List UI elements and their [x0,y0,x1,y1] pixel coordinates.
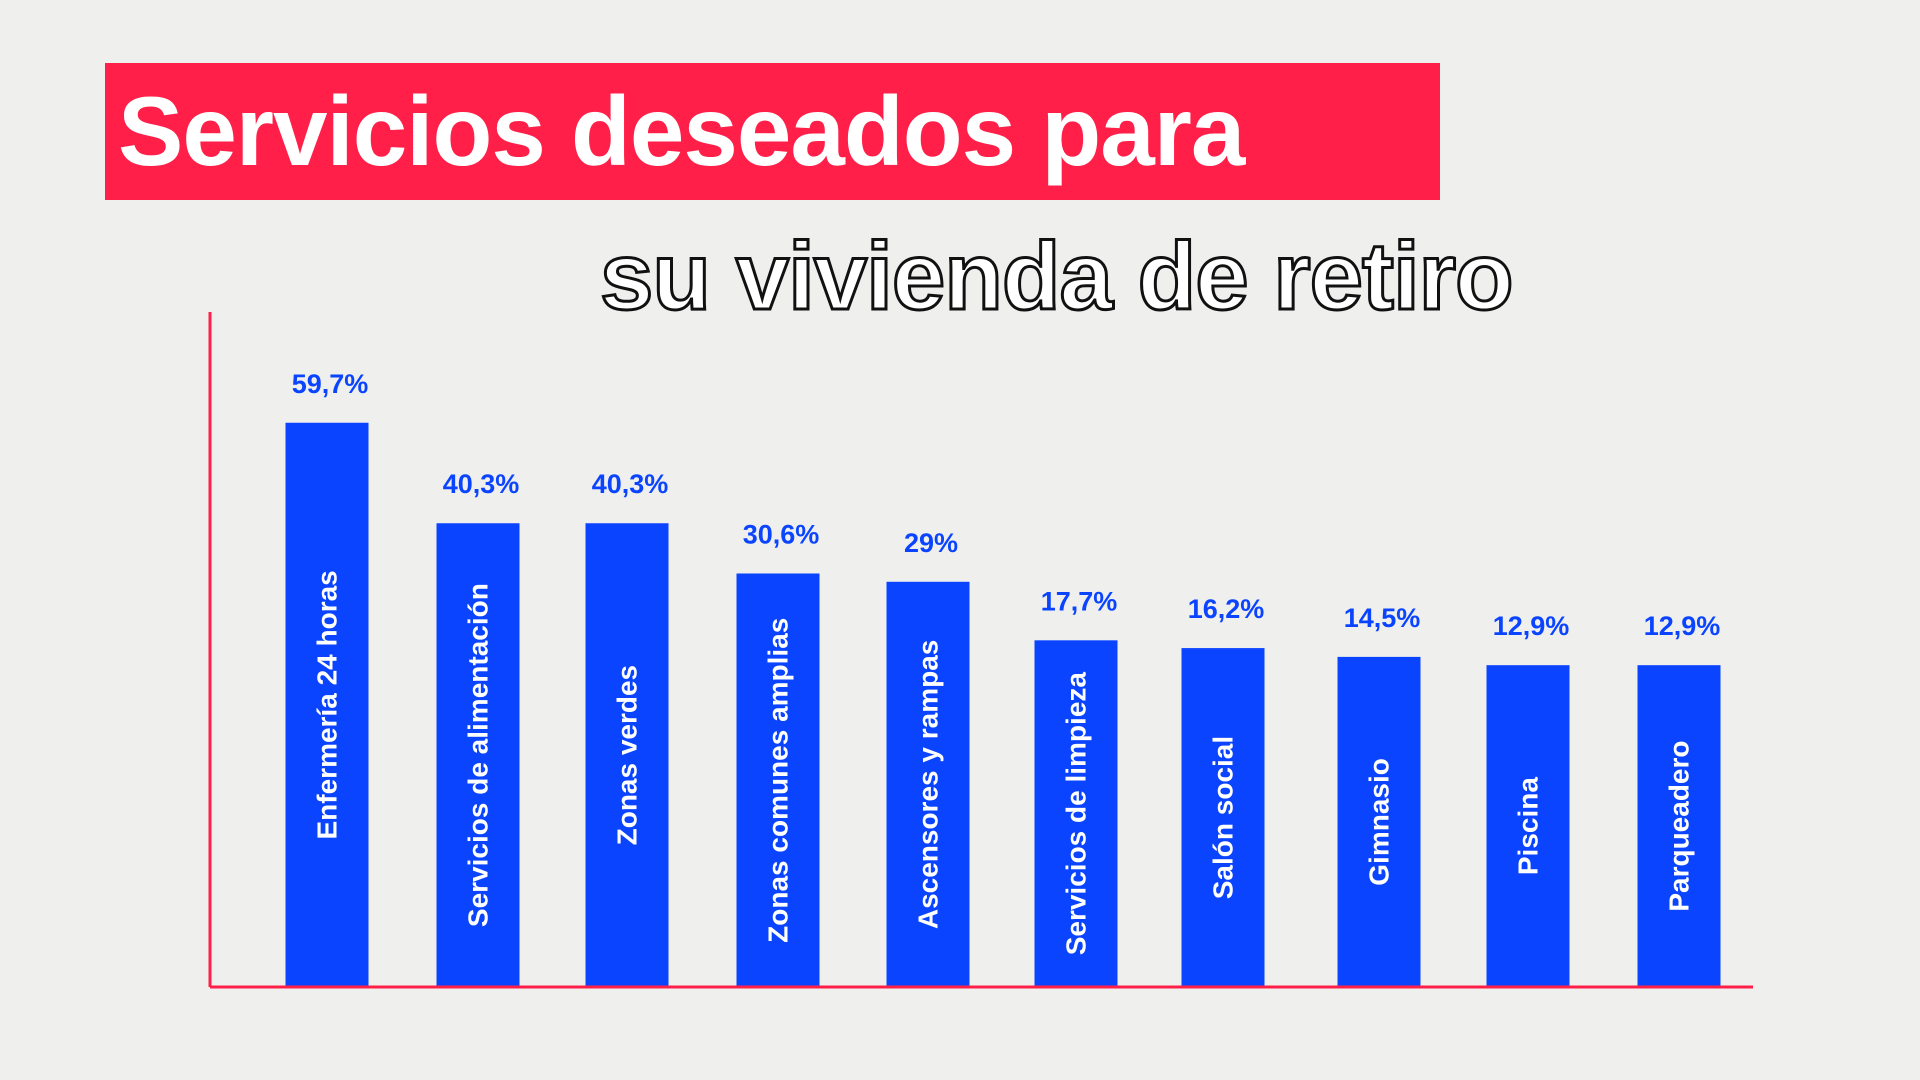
data-label-4: 30,6% [743,519,820,549]
data-label-5: 29% [904,528,958,558]
category-label-5: Ascensores y rampas [913,640,944,930]
category-label-6: Servicios de limpieza [1061,672,1092,956]
data-label-3: 40,3% [592,469,669,499]
bar-4 [736,573,820,987]
bar-9 [1486,665,1570,987]
bar-2 [436,523,520,987]
chart-subtitle: su vivienda de retiro [599,222,1516,332]
data-label-7: 16,2% [1188,594,1265,624]
category-label-7: Salón social [1208,736,1239,899]
category-label-8: Gimnasio [1364,758,1395,886]
category-label-2: Servicios de alimentación [463,583,494,927]
bar-1 [285,422,369,987]
data-label-10: 12,9% [1644,611,1721,641]
data-label-8: 14,5% [1344,603,1421,633]
category-label-1: Enfermería 24 horas [312,570,343,839]
title-banner [105,63,1440,200]
category-label-3: Zonas verdes [612,665,643,846]
data-label-2: 40,3% [443,469,520,499]
data-label-6: 17,7% [1041,586,1118,616]
data-label-1: 59,7% [292,369,369,399]
bar-7 [1181,648,1265,987]
bar-6 [1034,640,1118,987]
category-label-10: Parqueadero [1664,741,1695,912]
bar-8 [1337,656,1421,987]
bar-10 [1637,665,1721,987]
chart-title: Servicios deseados para [118,76,1245,186]
bar-5 [886,581,970,987]
data-label-9: 12,9% [1493,611,1570,641]
category-label-9: Piscina [1513,777,1544,875]
bar-3 [585,523,669,987]
category-label-4: Zonas comunes amplias [763,618,794,943]
